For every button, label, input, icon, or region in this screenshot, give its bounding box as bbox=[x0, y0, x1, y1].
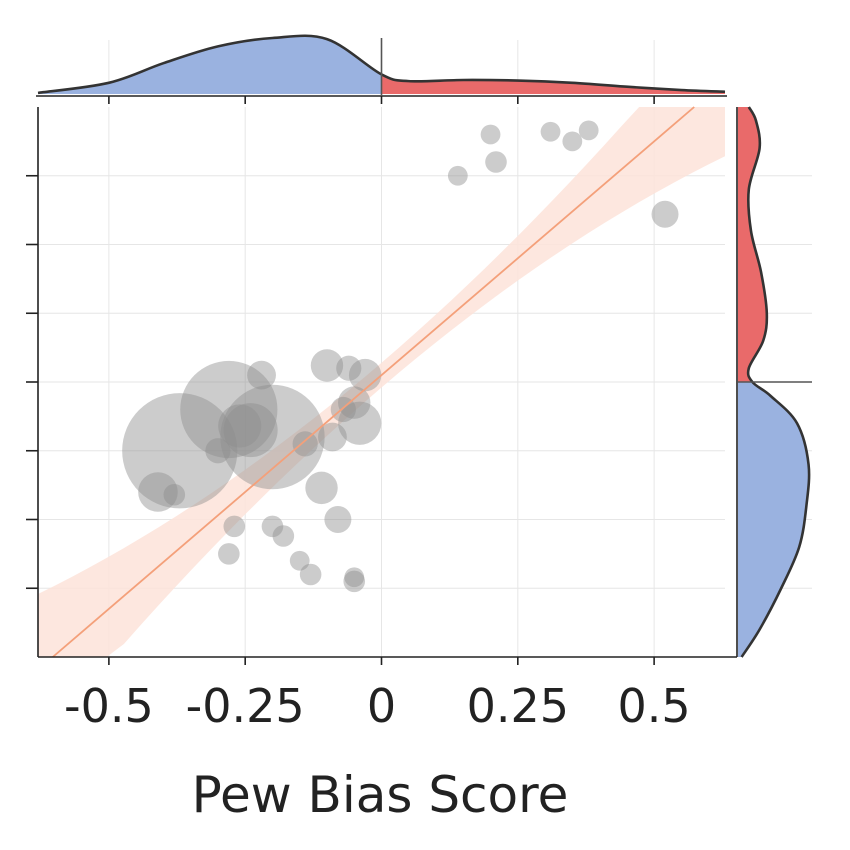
x-tick-label: -0.5 bbox=[64, 679, 154, 733]
data-point bbox=[223, 403, 278, 458]
data-point bbox=[261, 515, 284, 538]
y-density-positive-fill bbox=[738, 107, 767, 382]
data-point bbox=[310, 349, 344, 382]
data-point bbox=[223, 515, 246, 538]
data-point bbox=[163, 483, 186, 506]
data-point bbox=[336, 355, 362, 381]
x-tick-label: 0.25 bbox=[467, 679, 569, 733]
y-density-outline bbox=[740, 106, 811, 658]
x-tick-label: 0 bbox=[367, 679, 396, 733]
data-point bbox=[578, 120, 599, 141]
ci-band bbox=[38, 107, 725, 657]
data-point bbox=[338, 386, 371, 419]
y-marginal-density bbox=[738, 106, 812, 658]
data-point bbox=[651, 200, 679, 228]
x-density-positive-fill bbox=[381, 74, 725, 94]
data-point bbox=[122, 393, 238, 509]
x-density-outline bbox=[37, 34, 726, 95]
data-point bbox=[562, 131, 583, 152]
y-density-negative-fill bbox=[738, 382, 810, 657]
data-point bbox=[318, 422, 347, 452]
data-point bbox=[218, 543, 240, 565]
regression-line-path bbox=[52, 106, 695, 658]
data-point bbox=[447, 165, 468, 186]
data-point bbox=[299, 563, 322, 586]
data-point bbox=[272, 525, 295, 547]
data-point bbox=[247, 360, 276, 390]
scatter-points bbox=[122, 120, 679, 593]
data-point bbox=[338, 401, 382, 445]
data-point bbox=[540, 121, 561, 142]
data-point bbox=[205, 438, 231, 464]
x-tick-label: -0.25 bbox=[186, 679, 305, 733]
regression-line bbox=[52, 106, 695, 658]
data-point bbox=[292, 431, 318, 457]
data-point bbox=[305, 471, 338, 505]
x-axis-title: Pew Bias Score bbox=[192, 766, 569, 824]
x-tick-label: 0.5 bbox=[618, 679, 691, 733]
data-point bbox=[348, 358, 382, 392]
data-point bbox=[289, 550, 310, 571]
x-marginal-density bbox=[37, 34, 726, 96]
x-axis-ticks: -0.5 -0.25 0 0.25 0.5 bbox=[64, 96, 691, 733]
data-point bbox=[344, 567, 365, 588]
confidence-band bbox=[38, 107, 725, 657]
data-point bbox=[324, 506, 352, 533]
data-point bbox=[343, 570, 366, 593]
y-axis-ticks bbox=[26, 174, 38, 590]
data-point bbox=[138, 472, 178, 512]
data-point bbox=[485, 151, 507, 173]
data-point bbox=[220, 384, 325, 490]
data-point bbox=[218, 404, 262, 448]
data-point bbox=[480, 124, 501, 145]
data-point bbox=[180, 360, 278, 459]
